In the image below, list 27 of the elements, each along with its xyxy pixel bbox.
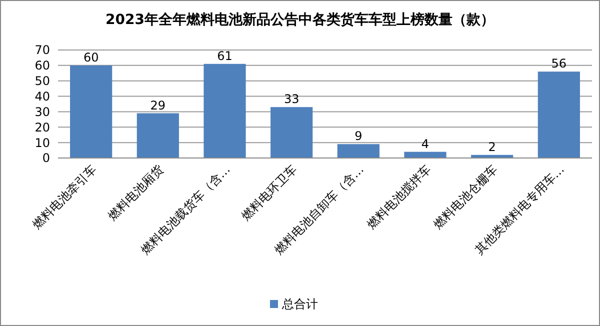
bar [270, 107, 313, 158]
data-label: 60 [83, 50, 99, 64]
data-label: 2 [488, 140, 496, 154]
y-tick-label: 20 [34, 120, 50, 134]
bar [70, 65, 112, 158]
bar [136, 113, 179, 158]
y-tick-label: 70 [34, 43, 50, 58]
data-label: 9 [354, 129, 362, 144]
y-tick-label: 10 [34, 136, 50, 150]
data-label: 29 [150, 98, 166, 112]
y-tick-label: 50 [34, 74, 50, 88]
data-label: 4 [421, 136, 430, 151]
y-tick-label: 60 [34, 58, 50, 73]
legend-label: 总合计 [281, 297, 318, 312]
bar [337, 144, 380, 158]
x-tick-label: 燃料电池厢货 [105, 162, 166, 224]
data-label: 56 [551, 56, 567, 71]
bar [538, 72, 580, 158]
y-tick-label: 40 [34, 89, 50, 104]
y-tick-label: 30 [34, 104, 50, 119]
x-tick-label: 燃料电池搅拌车 [364, 162, 434, 232]
bar [204, 64, 246, 158]
chart-title: 2023年全年燃料电池新品公告中各类货车车型上榜数量（款） [106, 11, 494, 28]
bar [404, 152, 446, 158]
x-tick-label: 燃料电环卫车 [238, 162, 300, 224]
data-label: 61 [217, 48, 232, 63]
data-label: 33 [284, 92, 300, 106]
